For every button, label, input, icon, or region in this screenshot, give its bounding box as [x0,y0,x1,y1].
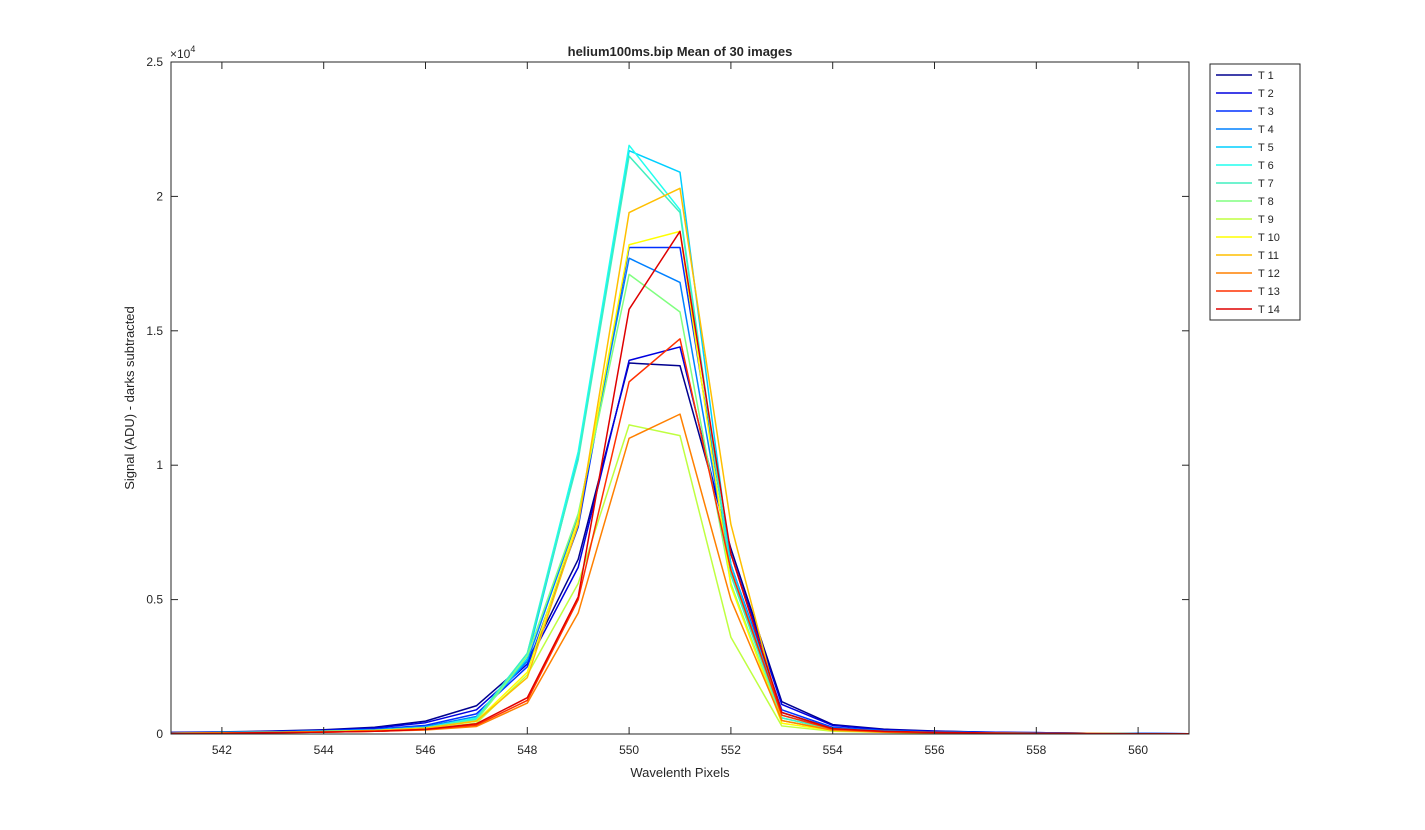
legend-label-12: T 12 [1258,268,1280,280]
axes-layer: 542 544 546 548 550 552 554 556 558 560 0 0.5 1 1.5 2 2… [146,55,1190,757]
x-tick-label: 554 [823,743,843,757]
y-axis-exponent-power: 4 [190,44,195,54]
legend-label-13: T 13 [1258,286,1280,298]
x-tick-label: 560 [1128,743,1148,757]
y-tick-label: 2.5 [146,55,163,69]
y-tick-label: 1.5 [146,324,163,338]
legend-label-11: T 11 [1258,250,1279,262]
chart-title: helium100ms.bip Mean of 30 images [568,44,793,59]
x-tick-label: 552 [721,743,741,757]
y-axis-label: Signal (ADU) - darks subtracted [122,306,137,490]
legend-label-14: T 14 [1258,304,1280,316]
legend-box [1209,63,1301,321]
x-tick-label: 550 [619,743,639,757]
y-tick-label: 0 [156,727,163,741]
legend-label-5: T 5 [1258,142,1274,154]
legend-label-6: T 6 [1258,160,1274,172]
legend-label-4: T 4 [1258,124,1274,136]
legend-label-1: T 1 [1258,70,1274,82]
y-axis-exponent: ×104 [170,44,195,61]
legend-label-10: T 10 [1258,232,1280,244]
axes-box [170,61,1190,735]
x-tick-label: 544 [314,743,334,757]
x-tick-label: 546 [415,743,435,757]
legend: T 1 T 2 T 3 T 4 T 5 T 6 T 7 T 8 T 9 T 10 T 11 T 12 T… [1209,63,1301,321]
legend-label-9: T 9 [1258,214,1274,226]
legend-label-3: T 3 [1258,106,1274,118]
x-tick-label: 556 [924,743,944,757]
legend-label-8: T 8 [1258,196,1274,208]
x-tick-label: 548 [517,743,537,757]
x-axis-label: Wavelenth Pixels [630,765,730,780]
x-tick-label: 558 [1026,743,1046,757]
plot-area [171,62,1189,734]
series-line-14 [170,230,1189,735]
y-tick-label: 0.5 [146,593,163,607]
legend-label-7: T 7 [1258,178,1274,190]
y-axis-exponent-base: ×10 [170,47,191,61]
x-tick-label: 542 [212,743,232,757]
legend-label-2: T 2 [1258,88,1274,100]
y-tick-label: 2 [156,189,163,203]
y-tick-label: 1 [156,458,163,472]
series-layer [170,144,1190,735]
